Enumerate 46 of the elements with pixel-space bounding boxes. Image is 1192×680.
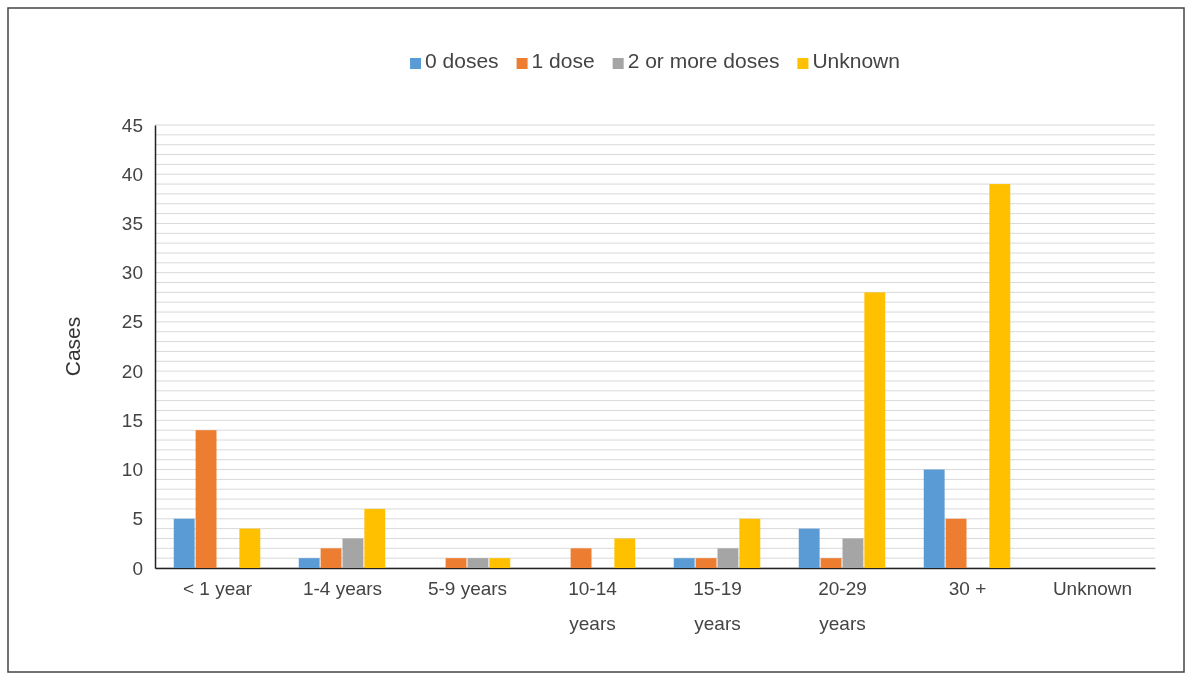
y-axis-title: Cases [61,316,84,377]
bar [342,538,364,568]
x-tick-label: 10-14 years [568,578,618,634]
y-tick-label: 45 [121,114,143,136]
bar [195,430,217,568]
x-tick-label: 5-9 years [427,578,508,600]
x-tick-label: < 1 year [182,578,253,600]
y-tick-label: 35 [121,213,143,235]
x-tick-label: Unknown [1052,578,1133,600]
bar [842,538,864,568]
x-tick-label: 15-19 years [693,578,742,634]
bar [614,538,636,568]
y-tick-label: 0 [132,557,143,579]
legend-label: 1 dose [531,49,595,72]
y-tick-label: 20 [121,360,143,382]
bar [989,184,1011,568]
legend-label: Unknown [812,49,900,72]
bar [570,548,592,568]
x-tick-label: 1-4 years [302,578,383,600]
bar [798,528,820,568]
bar [489,558,511,568]
bar [695,558,717,568]
x-tick-label: 20-29 years [818,578,867,634]
bar [467,558,489,568]
legend-label: 0 doses [425,49,499,72]
y-tick-label: 40 [121,163,143,185]
bar [820,558,842,568]
bar [239,528,261,568]
bar [320,548,342,568]
y-tick-label: 30 [121,262,143,284]
legend-label: 2 or more doses [627,49,780,72]
bar [923,469,945,568]
bar [298,558,320,568]
y-tick-label: 25 [121,311,143,333]
bar [945,518,967,568]
bar [717,548,739,568]
bar [445,558,467,568]
bar [739,518,761,568]
bar [864,292,886,568]
bar [364,508,386,568]
y-tick-label: 15 [121,409,143,431]
bar [173,518,195,568]
y-tick-label: 10 [121,459,143,481]
x-tick-label: 30 + [948,578,987,600]
y-tick-label: 5 [132,508,143,530]
bar [673,558,695,568]
